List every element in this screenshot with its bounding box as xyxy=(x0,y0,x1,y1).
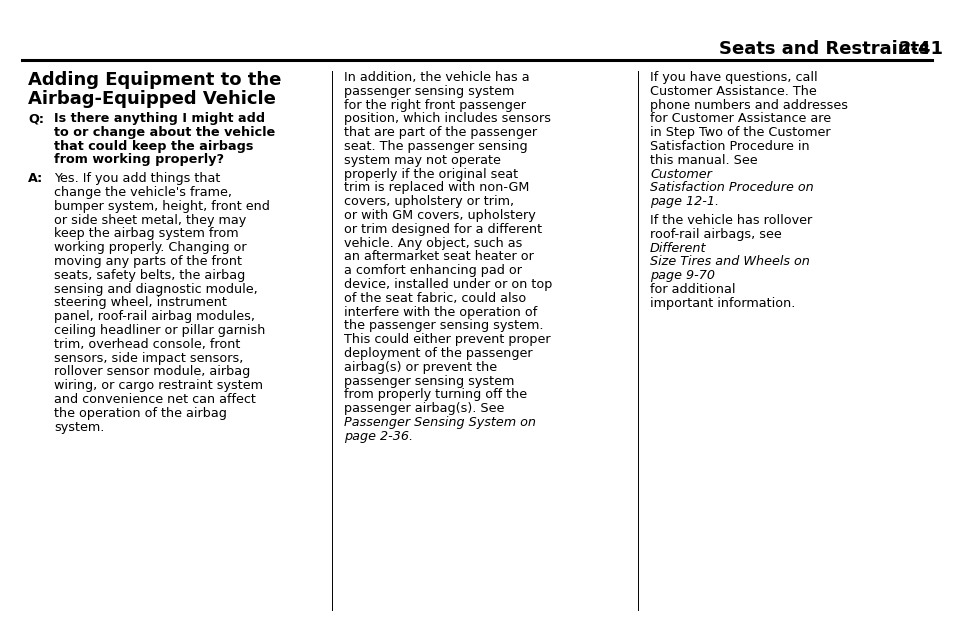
Text: or side sheet metal, they may: or side sheet metal, they may xyxy=(54,214,246,226)
Text: from working properly?: from working properly? xyxy=(54,153,224,167)
Text: a comfort enhancing pad or: a comfort enhancing pad or xyxy=(344,264,521,277)
Text: passenger airbag(s). See: passenger airbag(s). See xyxy=(344,402,504,415)
Text: rollover sensor module, airbag: rollover sensor module, airbag xyxy=(54,366,250,378)
Text: Customer: Customer xyxy=(649,168,711,181)
Text: keep the airbag system from: keep the airbag system from xyxy=(54,227,238,241)
Text: sensing and diagnostic module,: sensing and diagnostic module, xyxy=(54,283,257,295)
Text: of the seat fabric, could also: of the seat fabric, could also xyxy=(344,292,526,305)
Text: for additional: for additional xyxy=(649,283,735,296)
Text: passenger sensing system: passenger sensing system xyxy=(344,375,514,388)
Text: Is there anything I might add: Is there anything I might add xyxy=(54,112,265,125)
Text: Size Tires and Wheels on: Size Tires and Wheels on xyxy=(649,255,809,269)
Text: working properly. Changing or: working properly. Changing or xyxy=(54,241,247,254)
Text: Passenger Sensing System on: Passenger Sensing System on xyxy=(344,416,536,429)
Text: phone numbers and addresses: phone numbers and addresses xyxy=(649,99,847,112)
Text: or with GM covers, upholstery: or with GM covers, upholstery xyxy=(344,209,536,222)
Text: position, which includes sensors: position, which includes sensors xyxy=(344,112,551,126)
Text: passenger sensing system: passenger sensing system xyxy=(344,85,514,98)
Text: Q:: Q: xyxy=(28,112,44,125)
Text: roof-rail airbags, see: roof-rail airbags, see xyxy=(649,228,781,241)
Text: vehicle. Any object, such as: vehicle. Any object, such as xyxy=(344,237,522,249)
Text: and convenience net can affect: and convenience net can affect xyxy=(54,393,255,406)
Text: Seats and Restraints: Seats and Restraints xyxy=(719,40,929,58)
Text: bumper system, height, front end: bumper system, height, front end xyxy=(54,200,270,213)
Text: Yes. If you add things that: Yes. If you add things that xyxy=(54,172,220,185)
Text: important information.: important information. xyxy=(649,297,795,310)
Text: change the vehicle's frame,: change the vehicle's frame, xyxy=(54,186,232,199)
Text: seat. The passenger sensing: seat. The passenger sensing xyxy=(344,140,527,153)
Text: page 2-36.: page 2-36. xyxy=(344,430,413,443)
Text: for Customer Assistance are: for Customer Assistance are xyxy=(649,112,830,126)
Text: In addition, the vehicle has a: In addition, the vehicle has a xyxy=(344,71,529,84)
Text: Satisfaction Procedure in: Satisfaction Procedure in xyxy=(649,140,809,153)
Text: from properly turning off the: from properly turning off the xyxy=(344,389,527,401)
Text: page 12-1.: page 12-1. xyxy=(649,195,719,208)
Text: If you have questions, call: If you have questions, call xyxy=(649,71,817,84)
Text: interfere with the operation of: interfere with the operation of xyxy=(344,306,537,318)
Text: covers, upholstery or trim,: covers, upholstery or trim, xyxy=(344,195,514,208)
Text: in Step Two of the Customer: in Step Two of the Customer xyxy=(649,126,830,139)
Text: system may not operate: system may not operate xyxy=(344,154,500,167)
Text: 2-41: 2-41 xyxy=(898,40,943,58)
Text: the operation of the airbag: the operation of the airbag xyxy=(54,407,227,420)
Text: page 9-70: page 9-70 xyxy=(649,269,714,282)
Text: properly if the original seat: properly if the original seat xyxy=(344,168,517,181)
Text: Different: Different xyxy=(649,242,706,255)
Text: ceiling headliner or pillar garnish: ceiling headliner or pillar garnish xyxy=(54,324,265,337)
Text: device, installed under or on top: device, installed under or on top xyxy=(344,278,552,291)
Text: Adding Equipment to the: Adding Equipment to the xyxy=(28,71,281,89)
Text: the passenger sensing system.: the passenger sensing system. xyxy=(344,320,543,332)
Text: that could keep the airbags: that could keep the airbags xyxy=(54,140,253,152)
Text: deployment of the passenger: deployment of the passenger xyxy=(344,347,532,360)
Text: Airbag-Equipped Vehicle: Airbag-Equipped Vehicle xyxy=(28,90,275,108)
Text: trim, overhead console, front: trim, overhead console, front xyxy=(54,338,240,351)
Text: steering wheel, instrument: steering wheel, instrument xyxy=(54,297,227,309)
Text: airbag(s) or prevent the: airbag(s) or prevent the xyxy=(344,361,497,374)
Text: system.: system. xyxy=(54,420,104,434)
Text: for the right front passenger: for the right front passenger xyxy=(344,99,525,112)
Text: an aftermarket seat heater or: an aftermarket seat heater or xyxy=(344,250,534,263)
Text: Customer Assistance. The: Customer Assistance. The xyxy=(649,85,816,98)
Text: sensors, side impact sensors,: sensors, side impact sensors, xyxy=(54,352,243,364)
Text: that are part of the passenger: that are part of the passenger xyxy=(344,126,537,139)
Text: this manual. See: this manual. See xyxy=(649,154,757,167)
Text: moving any parts of the front: moving any parts of the front xyxy=(54,255,242,268)
Text: or trim designed for a different: or trim designed for a different xyxy=(344,223,541,236)
Text: wiring, or cargo restraint system: wiring, or cargo restraint system xyxy=(54,379,263,392)
Text: to or change about the vehicle: to or change about the vehicle xyxy=(54,126,275,139)
Text: panel, roof-rail airbag modules,: panel, roof-rail airbag modules, xyxy=(54,310,254,323)
Text: trim is replaced with non-GM: trim is replaced with non-GM xyxy=(344,181,529,195)
Text: A:: A: xyxy=(28,172,43,185)
Text: seats, safety belts, the airbag: seats, safety belts, the airbag xyxy=(54,269,245,282)
Text: If the vehicle has rollover: If the vehicle has rollover xyxy=(649,214,811,227)
Text: Satisfaction Procedure on: Satisfaction Procedure on xyxy=(649,181,813,195)
Text: This could either prevent proper: This could either prevent proper xyxy=(344,333,550,346)
